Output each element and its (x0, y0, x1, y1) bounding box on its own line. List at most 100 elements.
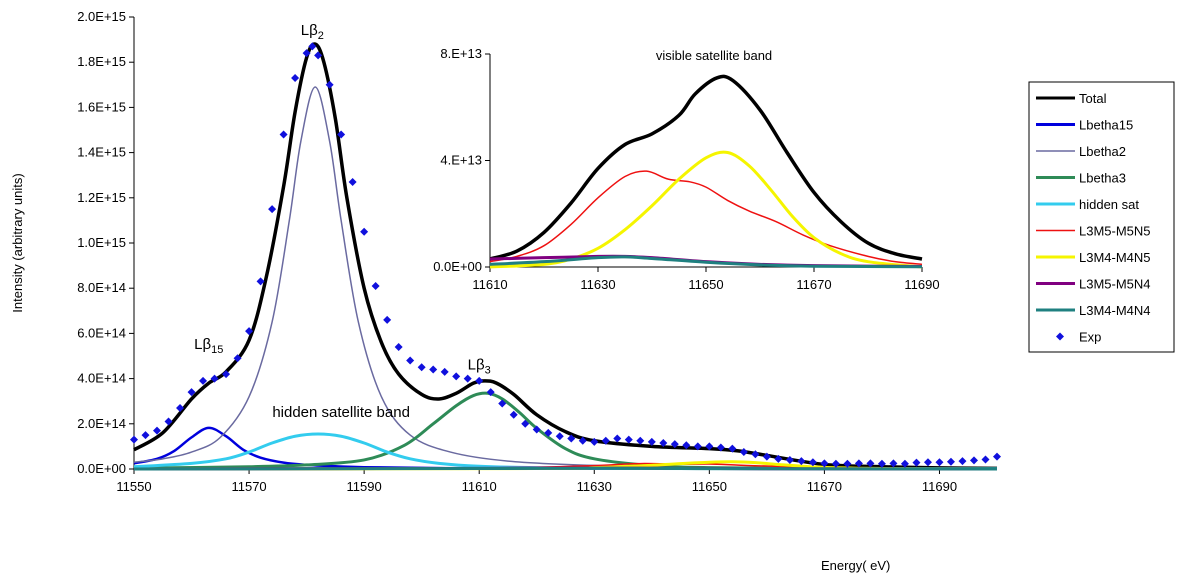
main-x-tick-label: 11650 (692, 479, 727, 494)
main-x-tick-label: 11690 (922, 479, 957, 494)
main-exp-point (544, 428, 553, 437)
main-exp-point (222, 370, 231, 379)
main-exp-point (164, 417, 173, 426)
main-exp-point (337, 130, 346, 139)
legend-item-l3m5-m5n4: L3M5-M5N4 (1036, 277, 1151, 292)
main-exp-point (912, 458, 921, 467)
main-exp-point (716, 443, 725, 452)
inset-background (420, 54, 923, 270)
main-exp-point (452, 372, 461, 381)
legend-item-lbetha3: Lbetha3 (1036, 171, 1126, 186)
main-exp-point (291, 74, 300, 83)
main-exp-point (417, 363, 426, 372)
main-series-exp (130, 42, 1001, 468)
main-y-tick-label: 0.0E+00 (77, 461, 126, 476)
main-exp-point (923, 458, 932, 467)
inset-series-l3m5-m5n5 (489, 170, 923, 266)
main-exp-point (279, 130, 288, 139)
main-exp-point (130, 435, 138, 444)
main-exp-point (394, 342, 403, 351)
y-axis-label: Intensity (arbitrary units) (10, 173, 25, 312)
main-exp-point (739, 448, 748, 457)
main-exp-point (578, 436, 587, 445)
main-exp-point (509, 410, 518, 419)
inset-x-tick-label: 11690 (904, 277, 939, 292)
legend-label: Total (1079, 91, 1107, 106)
main-exp-point (624, 435, 633, 444)
main-exp-point (601, 436, 610, 445)
main-exp-point (325, 80, 334, 89)
main-x-tick-label: 11610 (462, 479, 497, 494)
main-y-tick-label: 8.0E+14 (77, 280, 126, 295)
inset-plot: 0.0E+00 4.E+13 8.E+13 11610 11630 11650 11670… (420, 46, 940, 292)
inset-x-tick-label: 11610 (472, 277, 507, 292)
main-exp-point (268, 205, 277, 214)
legend-label: Lbetha2 (1079, 144, 1126, 159)
main-exp-point (659, 439, 668, 448)
legend-label: L3M5-M5N5 (1079, 224, 1151, 239)
main-exp-point (831, 459, 840, 468)
main-exp-point (141, 431, 150, 440)
legend-item-lbetha15: Lbetha15 (1036, 118, 1133, 133)
legend-item-l3m5-m5n5: L3M5-M5N5 (1036, 224, 1151, 239)
main-y-tick-label: 1.6E+15 (77, 99, 126, 114)
main-y-tick-label: 6.0E+14 (77, 325, 126, 340)
main-x-tick-label: 11590 (347, 479, 382, 494)
main-exp-point (613, 434, 622, 443)
inset-x-ticks: 11610 11630 11650 11670 11690 (472, 267, 940, 292)
main-exp-point (820, 459, 829, 468)
main-exp-point (348, 177, 357, 186)
main-exp-point (670, 440, 679, 449)
main-exp-point (751, 450, 760, 459)
main-x-ticks: 11550 11570 11590 11610 11630 11650 11670 11690 (116, 469, 957, 494)
main-exp-point (866, 459, 875, 468)
legend-label: Lbetha15 (1079, 118, 1133, 133)
legend-item-exp: Exp (1056, 330, 1101, 345)
legend-swatch (1056, 332, 1064, 341)
main-exp-point (187, 388, 196, 397)
inset-x-tick-label: 11650 (688, 277, 723, 292)
main-exp-point (889, 459, 898, 468)
peak-annotation: Lβ15 (194, 336, 223, 356)
legend-label: L3M5-M5N4 (1079, 277, 1151, 292)
main-y-ticks: 0.0E+00 2.0E+14 4.0E+14 6.0E+14 8.0E+14 1.0E+… (77, 9, 134, 476)
inset-x-tick-label: 11630 (580, 277, 615, 292)
main-exp-point (233, 354, 242, 363)
main-series-l3m4-m4n4 (133, 466, 998, 471)
inset-y-tick-label: 4.E+13 (440, 153, 482, 168)
main-exp-point (935, 458, 944, 467)
main-exp-point (406, 356, 415, 365)
inset-title: visible satellite band (656, 48, 772, 63)
main-exp-point (785, 455, 794, 464)
inset-x-tick-label: 11670 (796, 277, 831, 292)
main-exp-point (958, 457, 967, 466)
main-exp-point (463, 374, 472, 383)
main-exp-point (567, 434, 576, 443)
main-exp-point (475, 376, 484, 385)
legend-item-l3m4-m4n5: L3M4-M4N5 (1036, 250, 1151, 265)
main-y-tick-label: 1.4E+15 (77, 145, 126, 160)
main-x-tick-label: 11630 (577, 479, 612, 494)
main-exp-point (877, 459, 886, 468)
main-exp-point (440, 367, 449, 376)
legend-box (1028, 81, 1175, 353)
main-exp-point (993, 452, 1001, 461)
main-exp-point (360, 227, 369, 236)
legend-label: Exp (1079, 330, 1101, 345)
main-exp-point (153, 426, 162, 435)
main-exp-point (429, 365, 438, 374)
peak-annotation: Lβ2 (301, 22, 324, 42)
main-plot: 0.0E+00 2.0E+14 4.0E+14 6.0E+14 8.0E+14 1.0E+… (10, 9, 1001, 573)
main-exp-point (900, 459, 909, 468)
main-exp-point (521, 419, 530, 428)
legend-item-lbetha2: Lbetha2 (1036, 144, 1126, 159)
x-axis-label: Energy( eV) (821, 558, 890, 573)
inset-series-l3m4-m4n5 (489, 150, 923, 269)
main-exp-point (808, 458, 817, 467)
main-exp-point (210, 374, 219, 383)
main-exp-point (636, 436, 645, 445)
main-y-tick-label: 1.8E+15 (77, 54, 126, 69)
legend-label: L3M4-M4N4 (1079, 303, 1151, 318)
main-series-total (133, 42, 998, 471)
